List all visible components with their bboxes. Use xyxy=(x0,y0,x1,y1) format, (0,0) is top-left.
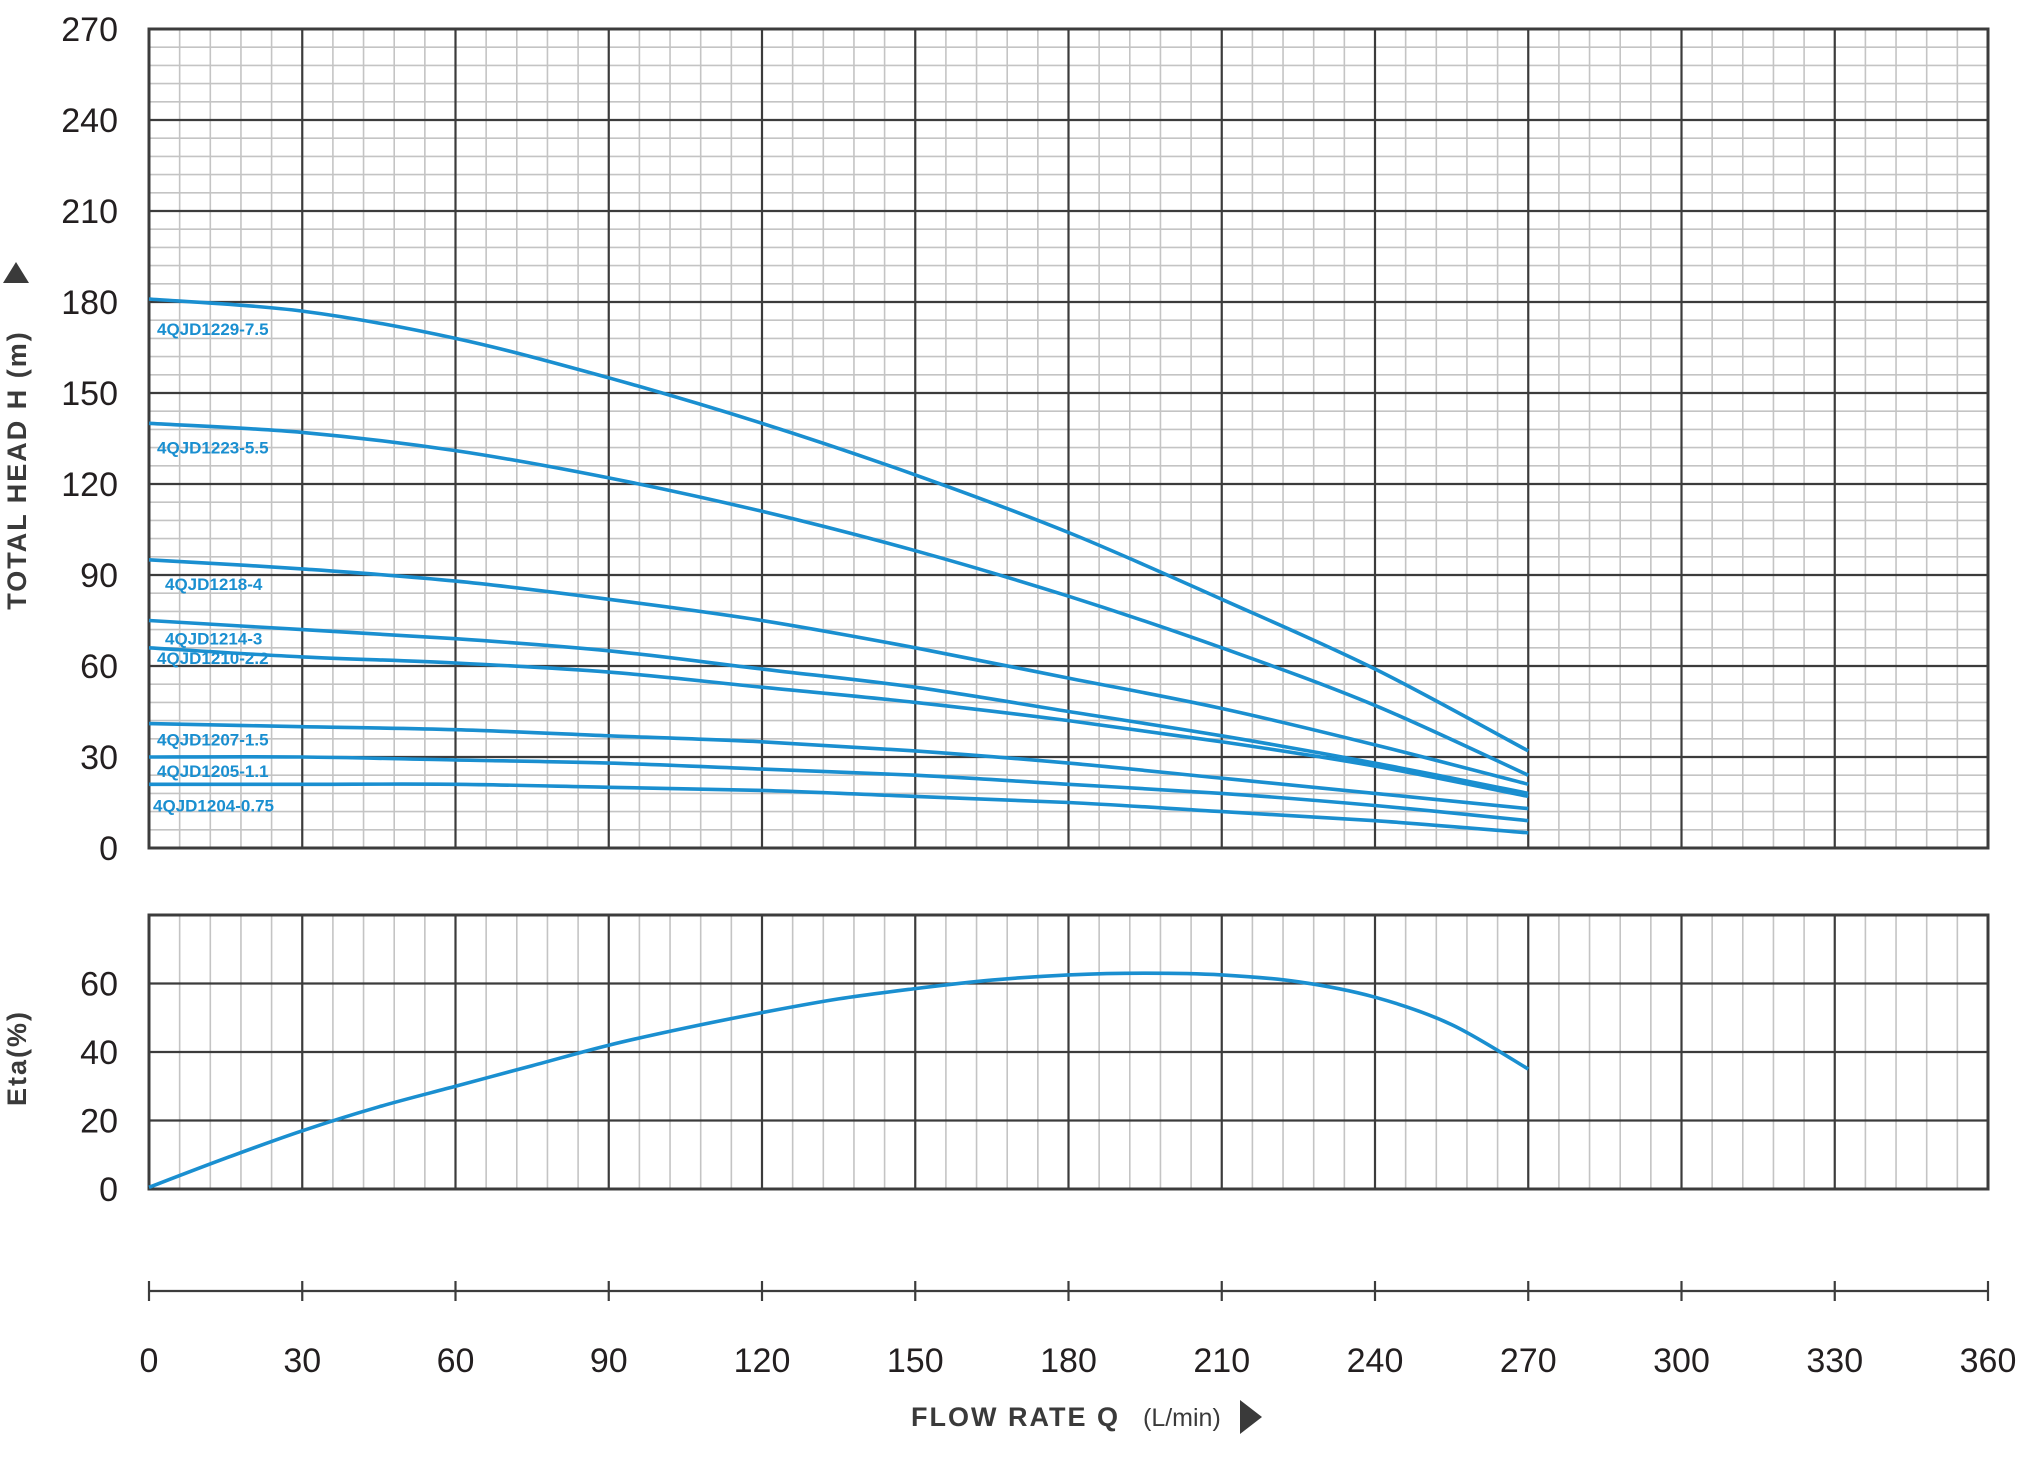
x-axis-arrow-icon xyxy=(1240,1400,1262,1434)
head-y-tick-label: 90 xyxy=(80,557,118,595)
y-axis-title-head: TOTAL HEAD H (m) xyxy=(2,330,32,610)
curve-label: 4QJD1214-3 xyxy=(165,630,262,649)
head-curve-4QJD1218-4 xyxy=(148,558,1529,787)
eta-y-tick-label: 40 xyxy=(80,1034,118,1072)
head-curve-4QJD1214-3 xyxy=(148,618,1529,796)
x-tick-label: 150 xyxy=(887,1342,944,1380)
curve-label: 4QJD1229-7.5 xyxy=(157,320,269,339)
curve-label: 4QJD1210-2.2 xyxy=(157,649,269,668)
eta-y-tick-label: 20 xyxy=(80,1103,118,1141)
x-tick-label: 0 xyxy=(140,1342,159,1380)
x-tick-label: 300 xyxy=(1653,1342,1710,1380)
x-tick-label: 330 xyxy=(1806,1342,1863,1380)
head-y-tick-label: 150 xyxy=(61,375,118,413)
y-axis-arrow-icon xyxy=(3,262,29,283)
head-y-tick-label: 0 xyxy=(99,830,118,868)
curve-label: 4QJD1205-1.1 xyxy=(157,762,269,781)
head-curve-4QJD1204-0.75 xyxy=(148,782,1529,835)
head-y-tick-label: 270 xyxy=(61,11,118,49)
head-curve-4QJD1210-2.2 xyxy=(148,646,1529,799)
head-frame xyxy=(147,27,1990,850)
head-curve-4QJD1205-1.1 xyxy=(148,754,1529,823)
x-tick-label: 180 xyxy=(1040,1342,1097,1380)
curve-label: 4QJD1218-4 xyxy=(165,575,263,594)
x-tick-label: 90 xyxy=(590,1342,628,1380)
head-y-tick-label: 240 xyxy=(61,102,118,140)
x-tick-label: 360 xyxy=(1960,1342,2017,1380)
x-axis-unit: (L/min) xyxy=(1143,1404,1221,1432)
x-tick-label: 240 xyxy=(1347,1342,1404,1380)
axis-labels: TOTAL HEAD H (m) Eta(%) FLOW RATE Q (L/m… xyxy=(2,262,1262,1434)
head-curve-4QJD1207-1.5 xyxy=(148,721,1529,811)
eta-y-tick-label: 0 xyxy=(99,1171,118,1209)
eta-curves xyxy=(148,971,1530,1189)
x-tick-label: 120 xyxy=(734,1342,791,1380)
x-tick-label: 60 xyxy=(437,1342,475,1380)
x-tick-label: 210 xyxy=(1193,1342,1250,1380)
eta-chart-grid: 0 20 40 60 xyxy=(80,913,1990,1209)
x-tick-label: 30 xyxy=(283,1342,321,1380)
head-chart-grid: 0 30 60 90 120 150 180 210 240 270 xyxy=(61,11,1990,868)
curve-label: 4QJD1204-0.75 xyxy=(153,796,274,815)
eta-frame xyxy=(147,913,1990,1191)
y-axis-title-eta: Eta(%) xyxy=(2,1010,32,1106)
head-y-tick-label: 210 xyxy=(61,193,118,231)
x-axis-title: FLOW RATE Q xyxy=(911,1402,1120,1432)
curve-label: 4QJD1207-1.5 xyxy=(157,731,269,750)
head-curve-4QJD1229-7.5 xyxy=(148,297,1530,753)
head-curves: 4QJD1229-7.5 4QJD1223-5.5 4QJD1218-4 4QJD12… xyxy=(148,297,1530,835)
head-y-tick-label: 180 xyxy=(61,284,118,322)
eta-y-tick-label: 60 xyxy=(80,966,118,1004)
head-y-tick-label: 60 xyxy=(80,648,118,686)
head-y-tick-label: 120 xyxy=(61,466,118,504)
x-tick-label: 270 xyxy=(1500,1342,1557,1380)
x-axis: 0 30 60 90 120 150 180 210 240 270 300 330 360 xyxy=(140,1281,2017,1380)
head-curve-4QJD1223-5.5 xyxy=(148,421,1530,777)
curve-label: 4QJD1223-5.5 xyxy=(157,438,269,457)
head-y-tick-label: 30 xyxy=(80,739,118,777)
eta-curve xyxy=(148,971,1530,1189)
